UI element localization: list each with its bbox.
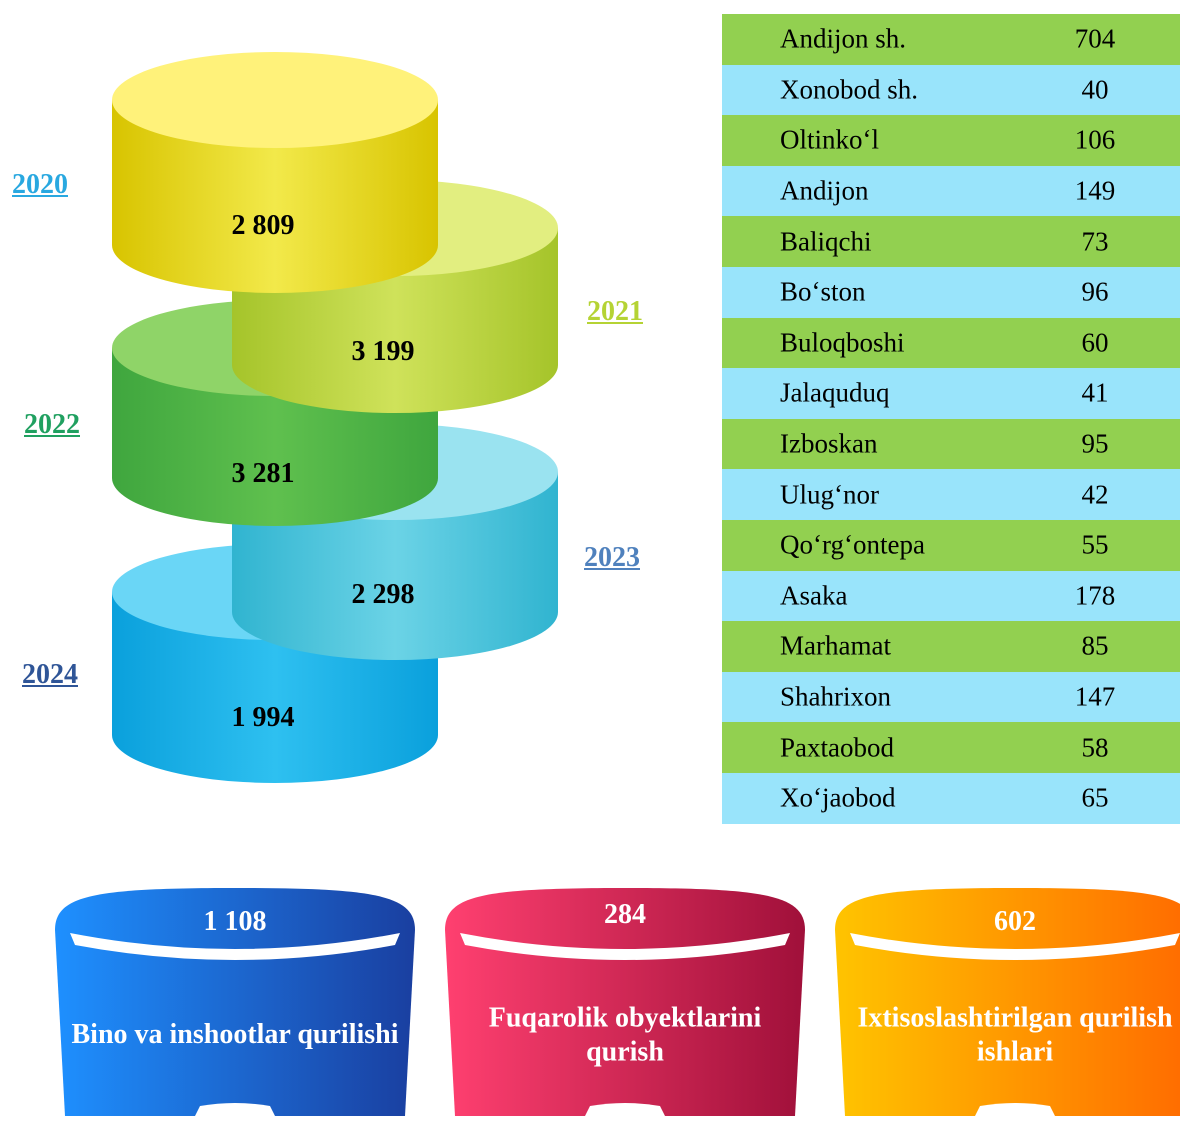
card-band xyxy=(460,933,790,960)
card-notch xyxy=(585,1103,665,1116)
card-band xyxy=(70,933,400,960)
year-label: 2020 xyxy=(12,169,68,200)
region-value: 85 xyxy=(1081,630,1109,661)
region-value: 147 xyxy=(1074,681,1116,712)
region-value: 149 xyxy=(1074,175,1116,206)
table-row: Baliqchi 73 xyxy=(722,216,1180,267)
region-name: Izboskan xyxy=(780,428,878,459)
region-value: 106 xyxy=(1074,124,1116,155)
table-row: Marhamat 85 xyxy=(722,621,1180,672)
table-row: Asaka 178 xyxy=(722,570,1180,622)
region-name: Baliqchi xyxy=(780,226,872,257)
cylinder-top xyxy=(112,52,438,148)
card-value: 602 xyxy=(994,906,1036,937)
cylinder-value: 2 298 xyxy=(351,579,415,610)
table-row: Paxtaobod 58 xyxy=(722,722,1180,773)
year-label: 2023 xyxy=(584,542,640,573)
table-row: Andijon 149 xyxy=(722,165,1180,217)
table-row: Izboskan 95 xyxy=(722,418,1180,470)
card-notch xyxy=(195,1103,275,1116)
region-name: Buloqboshi xyxy=(780,327,905,358)
cylinder-value: 2 809 xyxy=(231,210,295,241)
table-row: Xonobod sh. 40 xyxy=(722,64,1180,116)
region-value: 60 xyxy=(1081,327,1109,358)
region-name: Andijon xyxy=(780,175,869,206)
region-value: 95 xyxy=(1081,428,1109,459)
table-row: Bo‘ston 96 xyxy=(722,267,1180,318)
year-label: 2022 xyxy=(24,409,80,440)
year-label: 2021 xyxy=(587,296,643,327)
cylinder-value: 3 281 xyxy=(231,458,295,489)
table-row: Andijon sh. 704 xyxy=(722,14,1180,65)
region-value: 73 xyxy=(1081,226,1109,257)
year-label: 2024 xyxy=(22,659,78,690)
region-value: 42 xyxy=(1081,479,1109,510)
cylinder-value: 1 994 xyxy=(231,702,295,733)
table-row: Jalaquduq 41 xyxy=(722,368,1180,419)
region-name: Xonobod sh. xyxy=(780,74,919,105)
region-name: Bo‘ston xyxy=(780,276,866,307)
table-row: Shahrixon 147 xyxy=(722,671,1180,723)
region-name: Paxtaobod xyxy=(780,732,894,763)
region-value: 41 xyxy=(1081,377,1109,408)
region-value: 96 xyxy=(1081,276,1109,307)
region-name: Andijon sh. xyxy=(780,23,907,54)
card-label: Ixtisoslashtirilgan qurilish ishlari xyxy=(857,1002,1173,1067)
card-band xyxy=(850,933,1180,960)
table-row: Xo‘jaobod 65 xyxy=(722,773,1180,824)
card-value: 284 xyxy=(604,899,646,930)
card-label: Fuqarolik obyektlarini qurish xyxy=(488,1002,762,1067)
cylinder-value: 3 199 xyxy=(351,336,415,367)
region-value: 58 xyxy=(1081,732,1109,763)
card-value: 1 108 xyxy=(203,906,267,937)
region-name: Shahrixon xyxy=(780,681,891,712)
region-name: Xo‘jaobod xyxy=(780,782,896,813)
region-name: Qo‘rg‘ontepa xyxy=(780,529,925,560)
region-name: Oltinko‘l xyxy=(780,124,879,155)
cylinder-body xyxy=(112,100,438,293)
table-row: Oltinko‘l 106 xyxy=(722,115,1180,166)
region-name: Ulug‘nor xyxy=(780,479,879,510)
table-row: Ulug‘nor 42 xyxy=(722,469,1180,520)
region-name: Asaka xyxy=(780,580,848,611)
region-value: 40 xyxy=(1081,74,1109,105)
card-notch xyxy=(975,1103,1055,1116)
table-row: Qo‘rg‘ontepa 55 xyxy=(722,520,1180,571)
region-value: 704 xyxy=(1074,23,1116,54)
region-name: Marhamat xyxy=(780,630,891,661)
card-label: Bino va inshootlar qurilishi xyxy=(71,1019,399,1051)
table-row: Buloqboshi 60 xyxy=(722,317,1180,369)
region-value: 55 xyxy=(1081,529,1109,560)
region-value: 178 xyxy=(1074,580,1116,611)
region-name: Jalaquduq xyxy=(780,377,890,408)
region-value: 65 xyxy=(1081,782,1109,813)
